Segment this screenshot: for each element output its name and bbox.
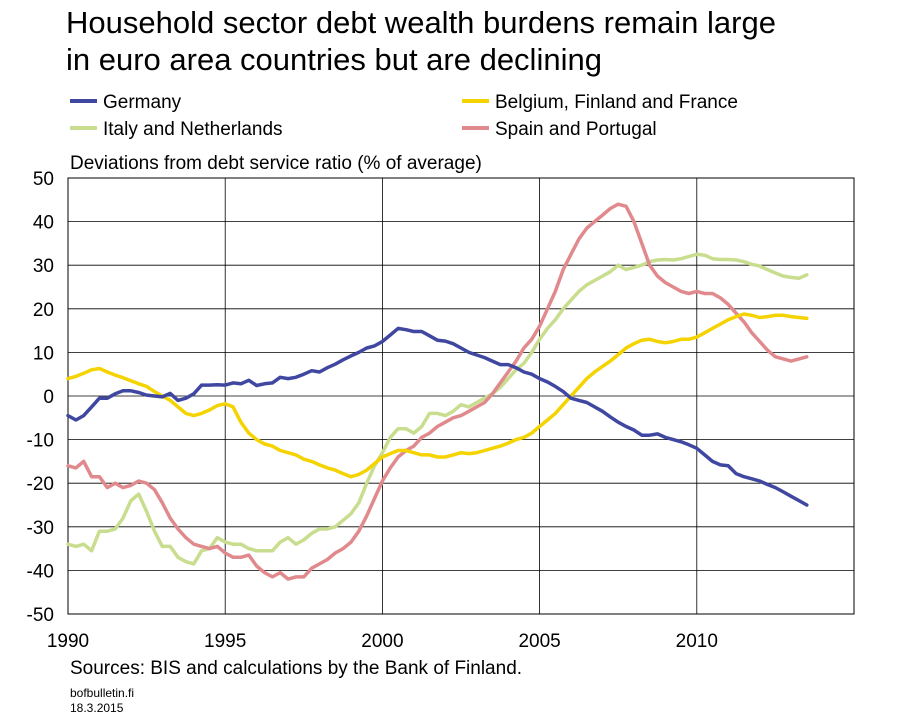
legend-label-germany: Germany	[103, 92, 182, 113]
series-line-belgium-finland-and-france	[66, 312, 809, 479]
y-tick-labels: 50 40 30 20 10 0 -10 -20 -30 -40 -50	[27, 169, 54, 626]
x-tick-label: 2010	[676, 631, 718, 652]
legend-swatch-italy-netherlands	[70, 125, 97, 130]
legend-item-belgium-finland-france: Belgium, Finland and France	[462, 91, 738, 115]
chart-legend: Germany Belgium, Finland and France Ital…	[70, 91, 860, 145]
x-tick-labels: 1990 1995 2000 2005 2010	[47, 631, 718, 652]
y-tick-label: 40	[33, 213, 54, 234]
y-tick-label: 20	[33, 300, 54, 321]
sources-note: Sources: BIS and calculations by the Ban…	[70, 658, 523, 679]
series-line-italy-and-netherlands	[66, 252, 809, 566]
plot-area-frame	[67, 177, 855, 615]
title-line-1: Household sector debt wealth burdens rem…	[66, 5, 776, 40]
legend-swatch-germany	[70, 98, 97, 103]
y-tick-label: -40	[27, 561, 54, 582]
y-tick-label: -50	[27, 605, 54, 626]
legend-swatch-belgium-finland-france	[462, 98, 489, 103]
legend-item-germany: Germany	[70, 91, 181, 115]
y-tick-label: -10	[27, 431, 54, 452]
title-line-2: in euro area countries but are declining	[66, 42, 602, 77]
y-tick-label: 10	[33, 343, 54, 364]
series-layer	[66, 202, 809, 581]
legend-swatch-spain-portugal	[462, 125, 489, 130]
grid-lines	[67, 177, 854, 615]
x-tick-label: 1990	[47, 631, 89, 652]
x-tick-label: 2000	[361, 631, 403, 652]
date-label: 18.3.2015	[70, 701, 124, 715]
legend-label-spain-portugal: Spain and Portugal	[495, 119, 657, 140]
legend-label-italy-netherlands: Italy and Netherlands	[103, 119, 283, 140]
y-tick-label: -30	[27, 518, 54, 539]
y-tick-label: 50	[33, 169, 54, 190]
y-axis-label: Deviations from debt service ratio (% of…	[70, 153, 482, 174]
legend-item-spain-portugal: Spain and Portugal	[462, 118, 657, 142]
legend-item-italy-netherlands: Italy and Netherlands	[70, 118, 283, 142]
series-line-spain-and-portugal	[66, 202, 809, 581]
x-tick-label: 2005	[518, 631, 560, 652]
series-line-germany	[66, 326, 809, 507]
chart-title: Household sector debt wealth burdens rem…	[66, 4, 916, 78]
legend-label-belgium-finland-france: Belgium, Finland and France	[495, 92, 738, 113]
x-tick-label: 1995	[204, 631, 246, 652]
y-tick-label: 30	[33, 256, 54, 277]
site-label: bofbulletin.fi	[70, 686, 135, 700]
y-tick-label: 0	[43, 387, 54, 408]
y-tick-label: -20	[27, 474, 54, 495]
